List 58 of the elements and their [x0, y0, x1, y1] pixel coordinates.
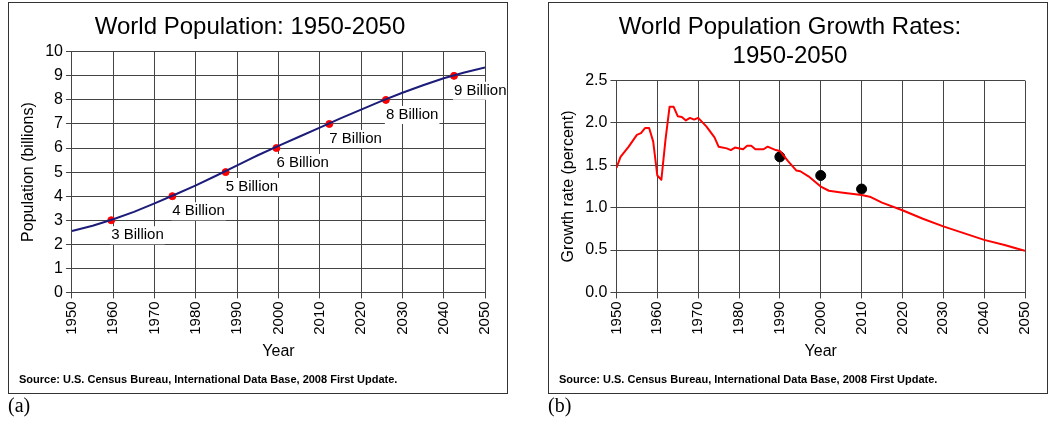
- x-tick-label: 1980: [729, 301, 747, 335]
- y-tick-label: 3: [54, 210, 64, 228]
- chart-title: World Population: 1950-2050: [94, 12, 406, 40]
- y-tick-label: 0: [54, 282, 64, 300]
- point: [856, 183, 868, 195]
- data-label: 7 Billion: [329, 128, 382, 146]
- y-tick-label: 2.5: [585, 71, 608, 89]
- source-note: Source: U.S. Census Bureau, International Data Base, 2008 First Update.: [19, 372, 398, 385]
- point: [815, 170, 827, 181]
- y-axis-title: Growth rate (percent): [559, 110, 577, 263]
- x-tick-label: 2040: [974, 301, 992, 335]
- data-label: 4 Billion: [172, 200, 225, 218]
- y-tick-label: 1: [54, 258, 64, 276]
- x-tick-label: 2030: [933, 301, 951, 335]
- y-tick-label: 7: [54, 114, 64, 132]
- x-tick-label: 1960: [647, 301, 665, 335]
- y-tick-label: 1.5: [585, 155, 608, 173]
- x-tick-label: 1950: [606, 301, 624, 335]
- y-tick-label: 4: [54, 186, 64, 204]
- x-tick-label: 2030: [392, 301, 410, 335]
- y-axis-title: Population (billions): [19, 102, 37, 242]
- chart-title: World Population Growth Rates: 1950-2050: [618, 12, 962, 68]
- x-tick-label: 2020: [892, 301, 910, 335]
- y-tick-label: 8: [54, 90, 64, 108]
- y-tick-label: 10: [45, 42, 64, 60]
- data-label: 5 Billion: [225, 176, 279, 194]
- y-tick-label: 5: [54, 162, 64, 180]
- x-tick-label: 2050: [475, 301, 493, 335]
- x-tick-label: 2000: [268, 301, 286, 335]
- x-tick-label: 2010: [851, 301, 869, 335]
- y-tick-label: 0.0: [585, 282, 608, 300]
- x-tick-label: 2020: [351, 301, 369, 335]
- data-label: 9 Billion: [454, 80, 507, 98]
- x-tick-label: 1970: [688, 301, 706, 335]
- data-label: 6 Billion: [276, 152, 329, 170]
- x-tick-label: 2050: [1015, 301, 1033, 335]
- text: (b): [548, 394, 573, 416]
- y-tick-label: 6: [54, 138, 64, 156]
- x-tick-label: 1990: [227, 301, 245, 335]
- y-tick-label: 2.0: [585, 113, 608, 131]
- x-axis-title: Year: [262, 341, 296, 359]
- x-axis-title: Year: [804, 341, 838, 359]
- data-label: 3 Billion: [111, 224, 164, 242]
- y-tick-label: 0.5: [585, 240, 608, 258]
- x-tick-label: 1950: [62, 301, 80, 335]
- y-tick-label: 1.0: [585, 198, 608, 216]
- source-note: Source: U.S. Census Bureau, International Data Base, 2008 First Update.: [559, 372, 938, 385]
- x-tick-label: 1980: [186, 301, 204, 335]
- x-tick-label: 2000: [810, 301, 828, 335]
- x-tick-label: 2010: [309, 301, 327, 335]
- text: (a): [8, 394, 32, 416]
- x-tick-label: 1990: [770, 301, 788, 335]
- x-tick-label: 2040: [433, 301, 451, 335]
- x-tick-label: 1970: [144, 301, 162, 335]
- data-label: 8 Billion: [385, 104, 439, 122]
- y-tick-label: 2: [54, 234, 64, 252]
- x-tick-label: 1960: [103, 301, 121, 335]
- y-tick-label: 9: [54, 66, 64, 84]
